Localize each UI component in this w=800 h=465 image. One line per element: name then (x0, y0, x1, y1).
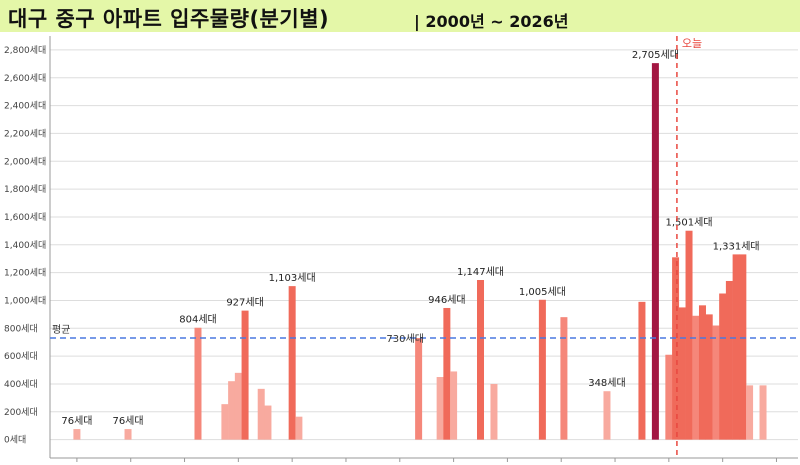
bar (692, 315, 700, 440)
chart-title: 대구 중구 아파트 입주물량(분기별) (8, 7, 330, 31)
bar (124, 429, 132, 440)
y-tick-label: 600세대 (4, 351, 38, 362)
bar (759, 385, 767, 440)
data-label: 804세대 (179, 314, 217, 326)
y-tick-label: 2,600세대 (4, 73, 46, 84)
bar (450, 371, 458, 440)
bar (538, 299, 546, 440)
bar (725, 280, 733, 440)
bar (443, 307, 451, 440)
data-label: 1,501세대 (666, 217, 713, 229)
bar (436, 377, 444, 440)
data-label: 76세대 (61, 415, 92, 427)
bar (194, 327, 202, 440)
y-tick-label: 1,200세대 (4, 268, 46, 279)
bar (288, 286, 296, 440)
y-tick-label: 200세대 (4, 407, 38, 418)
bar (665, 354, 673, 440)
bar (685, 230, 693, 440)
bar (490, 383, 498, 440)
title-bar: 대구 중구 아파트 입주물량(분기별) | 2000년 ~ 2026년 (0, 0, 800, 32)
bar (257, 388, 265, 440)
data-label: 946세대 (428, 294, 466, 306)
data-label: 927세대 (226, 297, 264, 309)
bar (241, 310, 249, 440)
y-tick-label: 800세대 (4, 323, 38, 334)
bar (221, 404, 229, 440)
y-tick-label: 1,600세대 (4, 212, 46, 223)
bar (705, 314, 713, 440)
y-tick-label: 0세대 (4, 435, 26, 446)
bar (234, 372, 242, 440)
data-label: 1,005세대 (519, 286, 566, 298)
chart-subtitle: | 2000년 ~ 2026년 (414, 12, 569, 31)
y-tick-label: 1,400세대 (4, 240, 46, 251)
bar-chart: 0세대 200세대 400세대 600세대 800세대 1,000세대 1,200세대 1,4… (4, 36, 798, 462)
today-label: 오늘 (682, 37, 702, 50)
bar (560, 317, 568, 440)
y-tick-label: 2,800세대 (4, 45, 46, 56)
bar (719, 293, 727, 440)
bar (477, 279, 485, 440)
y-tick-label: 1,000세대 (4, 295, 46, 306)
bar (295, 416, 303, 440)
bar (732, 254, 740, 440)
bar (712, 325, 720, 440)
data-label: 1,331세대 (713, 240, 760, 252)
bar (698, 305, 706, 440)
bar (228, 381, 236, 440)
bar (638, 301, 646, 440)
bar (73, 429, 81, 440)
y-tick-label: 2,200세대 (4, 128, 46, 139)
y-tick-label: 1,800세대 (4, 184, 46, 195)
y-tick-label: 2,000세대 (4, 156, 46, 167)
y-tick-label: 2,400세대 (4, 101, 46, 112)
y-tick-label: 400세대 (4, 379, 38, 390)
data-label: 2,705세대 (632, 49, 679, 61)
bar (264, 405, 272, 440)
bar (603, 391, 611, 440)
data-label: 348세대 (588, 377, 626, 389)
bar (651, 63, 659, 440)
bar (415, 338, 423, 440)
bar (746, 385, 754, 440)
data-label: 76세대 (112, 415, 143, 427)
bar (672, 257, 680, 440)
average-label: 평균 (52, 324, 70, 336)
bar (739, 254, 747, 440)
data-label: 1,103세대 (269, 272, 316, 284)
average-value-label: 730세대 (386, 333, 424, 345)
bar (678, 307, 686, 440)
data-label: 1,147세대 (457, 266, 504, 278)
